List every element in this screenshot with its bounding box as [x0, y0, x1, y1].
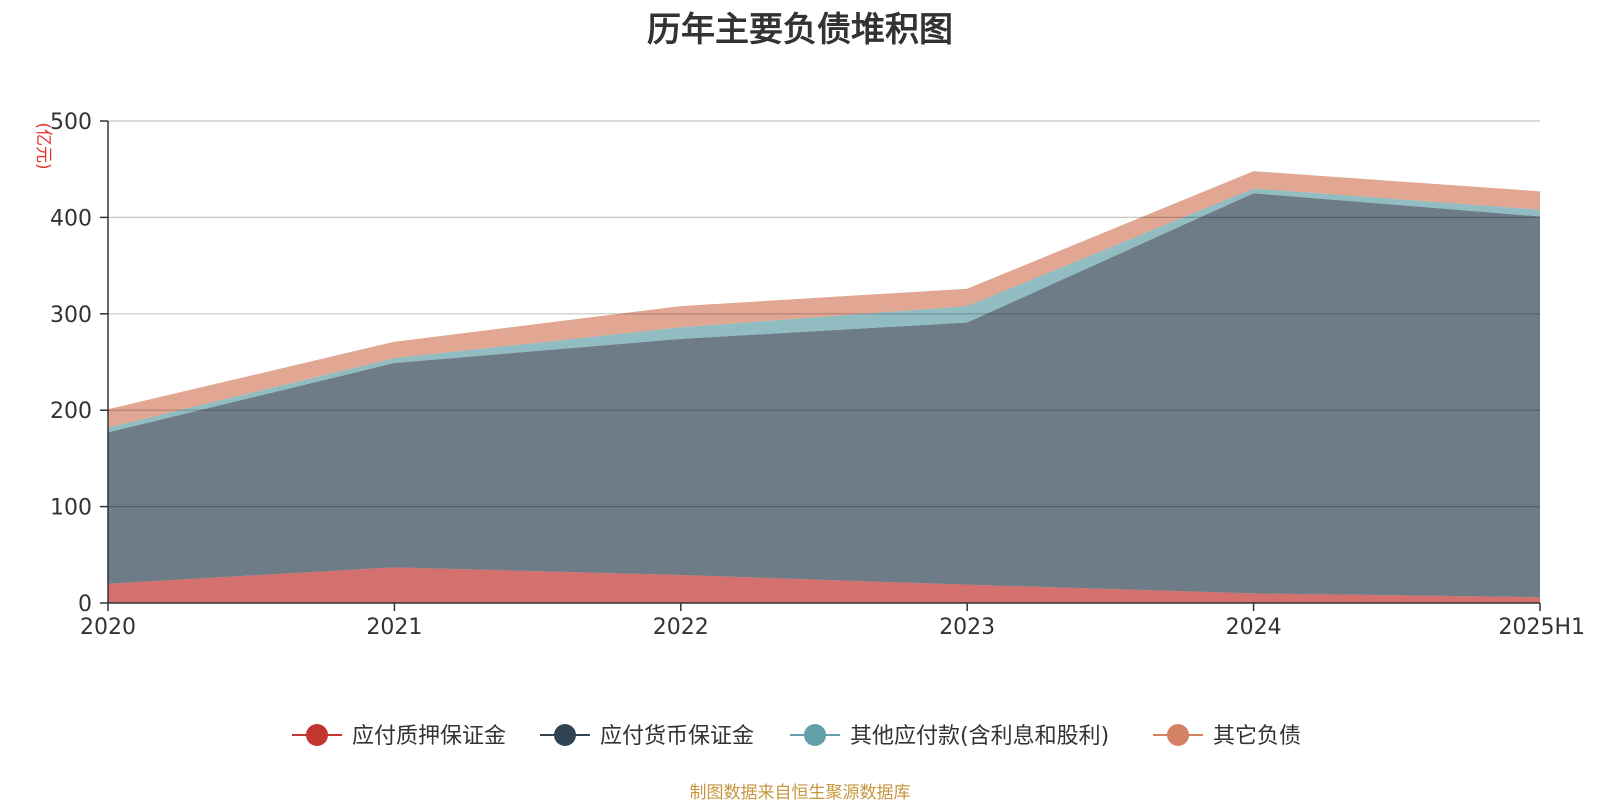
grid-lines — [108, 120, 1540, 508]
area-2 — [108, 193, 1540, 598]
x-tick-label: 2022 — [653, 615, 709, 640]
legend-item-3: 其他应付款(含利息和股利) — [790, 724, 1109, 749]
area-series — [108, 171, 1540, 603]
y-tick-label: 200 — [50, 399, 92, 424]
y-tick-label: 300 — [50, 303, 92, 328]
y-tick-label: 100 — [50, 496, 92, 521]
x-tick-label: 2021 — [366, 615, 422, 640]
legend-label: 应付质押保证金 — [352, 724, 506, 749]
x-tick-label: 2025H1 — [1498, 615, 1585, 640]
legend-label: 其它负债 — [1213, 724, 1301, 749]
legend-label: 其他应付款(含利息和股利) — [850, 724, 1109, 749]
y-tick-label: 0 — [78, 592, 92, 617]
legend-marker-icon — [804, 724, 826, 746]
legend: 应付质押保证金 应付货币保证金 其他应付款(含利息和股利) 其它负债 — [292, 724, 1301, 749]
y-tick-label: 500 — [50, 110, 92, 135]
y-tick-label: 400 — [50, 206, 92, 231]
legend-marker-icon — [554, 724, 576, 746]
area-4 — [108, 171, 1540, 428]
y-axis-unit: (亿元) — [33, 122, 53, 169]
legend-label: 应付货币保证金 — [600, 724, 754, 749]
x-tick-label: 2020 — [80, 615, 136, 640]
x-tick-label: 2023 — [939, 615, 995, 640]
chart-title: 历年主要负债堆积图 — [647, 10, 953, 50]
legend-item-4: 其它负债 — [1153, 724, 1301, 749]
legend-item-2: 应付货币保证金 — [540, 724, 754, 749]
legend-item-1: 应付质押保证金 — [292, 724, 506, 749]
legend-marker-icon — [1167, 724, 1189, 746]
legend-marker-icon — [306, 724, 328, 746]
source-note: 制图数据来自恒生聚源数据库 — [689, 783, 911, 803]
area-1 — [108, 567, 1540, 603]
axes: 0 100 200 300 400 500(亿元) 2020 2021 2022 2023 2024… — [33, 110, 1585, 640]
x-tick-label: 2024 — [1226, 615, 1282, 640]
stacked-area-chart: 0 100 200 300 400 500(亿元) 2020 2021 2022 2023 2024… — [33, 110, 1585, 749]
